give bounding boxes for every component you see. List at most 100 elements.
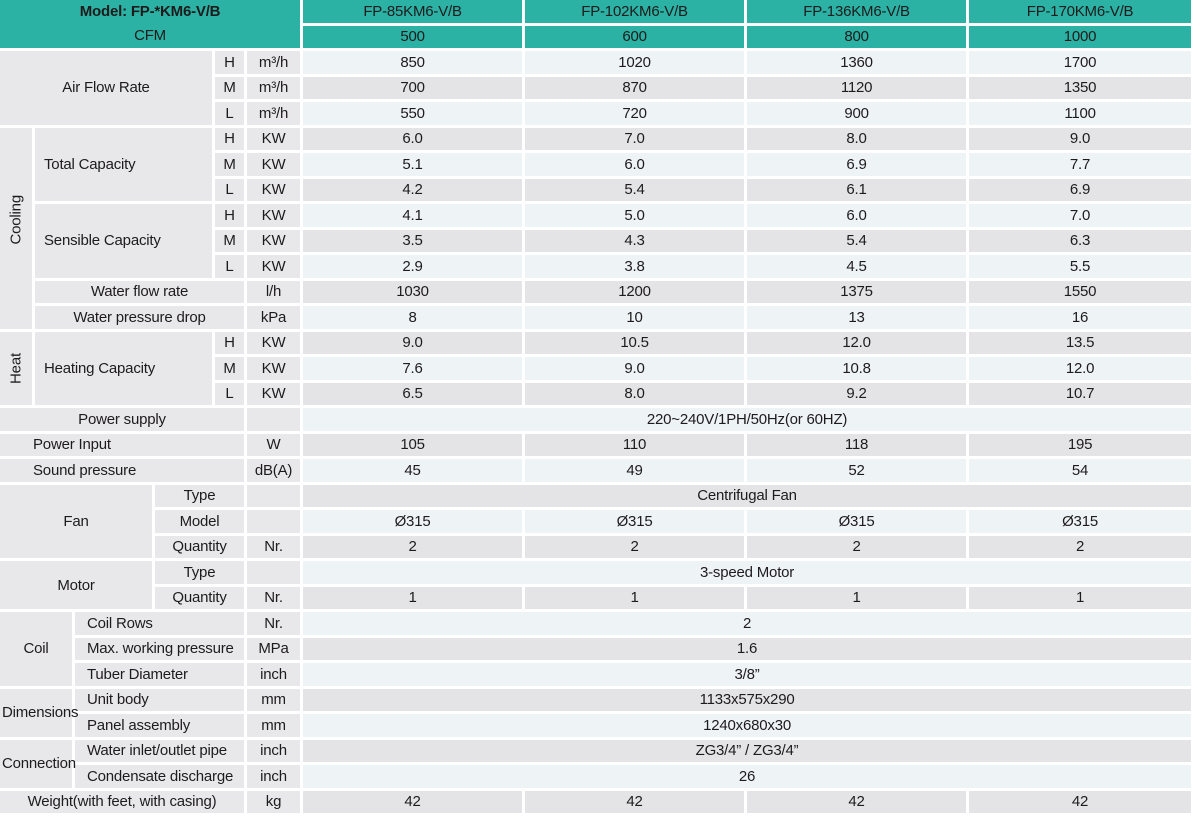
unit-cell: KW <box>247 153 301 176</box>
value-cell: 2 <box>303 535 523 558</box>
unit-cell: KW <box>247 357 301 380</box>
value-cell: 900 <box>747 102 967 125</box>
motor-type-value: 3-speed Motor <box>303 561 1192 584</box>
value-cell: 49 <box>525 459 745 482</box>
fan-model-label: Model <box>155 510 244 533</box>
value-cell: Ø315 <box>525 510 745 533</box>
value-cell: 9.2 <box>747 382 967 405</box>
unit-cell: m³/h <box>247 76 301 99</box>
row-cooling-total-l: L KW 4.2 5.4 6.1 6.9 <box>0 178 1192 201</box>
unit-cell: KW <box>247 204 301 227</box>
row-coil-rows: Coil Coil Rows Nr. 2 <box>0 612 1192 686</box>
value-cell: 6.0 <box>747 204 967 227</box>
value-cell: 1375 <box>747 280 967 303</box>
unit-cell: mm <box>247 714 301 737</box>
value-cell: 2.9 <box>303 255 523 278</box>
speed-label: M <box>215 76 244 99</box>
value-cell: 1200 <box>525 280 745 303</box>
power-input-label: Power Input <box>0 433 244 456</box>
speed-label: L <box>215 178 244 201</box>
unit-cell: kg <box>247 790 301 813</box>
value-cell: 1020 <box>525 51 745 74</box>
panel-assembly-label: Panel assembly <box>75 714 244 737</box>
unit-cell: Nr. <box>247 586 301 609</box>
value-cell: 1030 <box>303 280 523 303</box>
value-cell: 9.0 <box>303 331 523 354</box>
row-cooling-total-h: Cooling Total Capacity H KW 6.0 7.0 8.0 … <box>0 127 1192 329</box>
row-dimensions-body: Dimensions Unit body mm 1133x575x290 <box>0 688 1192 737</box>
value-cell: 7.6 <box>303 357 523 380</box>
value-cell: 850 <box>303 51 523 74</box>
value-cell: 42 <box>303 790 523 813</box>
speed-label: H <box>215 331 244 354</box>
value-cell: 16 <box>969 306 1192 329</box>
cfm-value: 1000 <box>969 25 1192 48</box>
panel-assembly-value: 1240x680x30 <box>303 714 1192 737</box>
value-cell: 52 <box>747 459 967 482</box>
speed-label: H <box>215 204 244 227</box>
value-cell: 1360 <box>747 51 967 74</box>
value-cell: 5.5 <box>969 255 1192 278</box>
fan-type-value: Centrifugal Fan <box>303 484 1192 507</box>
row-cooling-sensible-h: Sensible Capacity H KW 4.1 5.0 6.0 7.0 <box>0 204 1192 278</box>
value-cell: 1100 <box>969 102 1192 125</box>
weight-label: Weight(with feet, with casing) <box>0 790 244 813</box>
value-cell: 4.1 <box>303 204 523 227</box>
value-cell: 7.0 <box>525 127 745 150</box>
value-cell: 5.4 <box>747 229 967 252</box>
model-title: Model: FP-*KM6-V/B <box>79 3 221 20</box>
sensible-capacity-label: Sensible Capacity <box>35 204 212 278</box>
model-cfm-header-cell: Model: FP-*KM6-V/B CFM <box>0 0 301 48</box>
total-capacity-label: Total Capacity <box>35 127 212 201</box>
row-cooling-sensible-l: L KW 2.9 3.8 4.5 5.5 <box>0 255 1192 278</box>
heating-capacity-label: Heating Capacity <box>35 331 212 405</box>
unit-cell: inch <box>247 663 301 686</box>
value-cell: 110 <box>525 433 745 456</box>
coil-rows-value: 2 <box>303 612 1192 635</box>
unit-cell: W <box>247 433 301 456</box>
value-cell: 700 <box>303 76 523 99</box>
unit-cell-empty <box>247 484 301 507</box>
unit-cell: Nr. <box>247 612 301 635</box>
value-cell: 54 <box>969 459 1192 482</box>
value-cell: 9.0 <box>969 127 1192 150</box>
row-fan-model: Model Ø315 Ø315 Ø315 Ø315 <box>0 510 1192 533</box>
cooling-group-label: Cooling <box>0 127 32 329</box>
unit-cell: kPa <box>247 306 301 329</box>
value-cell: 5.1 <box>303 153 523 176</box>
row-airflow-l: L m³/h 550 720 900 1100 <box>0 102 1192 125</box>
unit-cell: m³/h <box>247 102 301 125</box>
speed-label: H <box>215 51 244 74</box>
power-supply-label: Power supply <box>0 408 244 431</box>
value-cell: 118 <box>747 433 967 456</box>
cfm-title: CFM <box>134 27 166 44</box>
unit-cell-empty <box>247 561 301 584</box>
unit-cell: dB(A) <box>247 459 301 482</box>
speed-label: L <box>215 255 244 278</box>
value-cell: 13 <box>747 306 967 329</box>
value-cell: 8.0 <box>747 127 967 150</box>
unit-cell: inch <box>247 765 301 788</box>
value-cell: 42 <box>969 790 1192 813</box>
value-cell: 2 <box>969 535 1192 558</box>
water-pressure-drop-label: Water pressure drop <box>35 306 244 329</box>
power-supply-value: 220~240V/1PH/50Hz(or 60HZ) <box>303 408 1192 431</box>
airflow-label: Air Flow Rate <box>0 51 212 125</box>
value-cell: 8.0 <box>525 382 745 405</box>
unit-cell: KW <box>247 331 301 354</box>
unit-cell: inch <box>247 739 301 762</box>
dimensions-group-label: Dimensions <box>0 688 79 737</box>
value-cell: 5.4 <box>525 178 745 201</box>
value-cell: 1550 <box>969 280 1192 303</box>
value-cell: 12.0 <box>747 331 967 354</box>
coil-pressure-label: Max. working pressure <box>75 637 244 660</box>
value-cell: 1 <box>969 586 1192 609</box>
value-cell: 5.0 <box>525 204 745 227</box>
connection-group-label: Connection <box>0 739 76 788</box>
row-fan-quantity: Quantity Nr. 2 2 2 2 <box>0 535 1192 558</box>
row-cooling-total-m: M KW 5.1 6.0 6.9 7.7 <box>0 153 1192 176</box>
row-water-pressure-drop: Water pressure drop kPa 8 10 13 16 <box>0 306 1192 329</box>
column-header-model: FP-136KM6-V/B <box>747 0 967 23</box>
value-cell: 6.9 <box>747 153 967 176</box>
